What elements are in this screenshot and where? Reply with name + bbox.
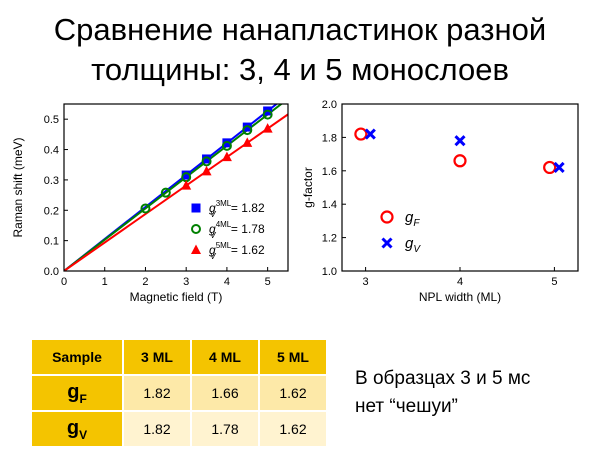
table-cell: 1.62 <box>258 410 328 448</box>
slide-title: Сравнение нанапластинок разной толщины: … <box>0 10 600 90</box>
note-line-1: В образцах 3 и 5 мс <box>355 368 531 389</box>
y-tick-label: 0.1 <box>44 236 59 248</box>
x-tick-label: 1 <box>102 276 108 288</box>
data-point <box>201 156 212 167</box>
table-header-row: Sample 3 ML 4 ML 5 ML <box>30 338 328 376</box>
data-point <box>262 109 273 120</box>
table-cell: 1.82 <box>122 410 192 448</box>
y-tick-label: 0.2 <box>44 205 59 217</box>
legend-marker <box>191 224 201 234</box>
data-point <box>221 151 232 162</box>
table-cell: 1.82 <box>122 374 192 412</box>
table-header-cell: Sample <box>30 338 124 376</box>
chart-legend: gF gV <box>380 209 421 255</box>
row-label-sub: V <box>79 427 88 442</box>
data-point <box>262 123 273 133</box>
table-header-cell: 5 ML <box>258 338 328 376</box>
table-header-cell: 3 ML <box>122 338 192 376</box>
raman-shift-chart: 0 1 2 3 4 5 0.0 0.1 0.2 0.3 0.4 0.5 Magnetic field (… <box>11 103 289 304</box>
y-tick-label: 2.0 <box>322 99 337 111</box>
series-4ml <box>140 109 273 214</box>
y-axis-label: Raman shift (meV) <box>11 137 25 237</box>
x-tick-label: 4 <box>457 276 463 288</box>
x-axis-label: NPL width (ML) <box>419 290 501 304</box>
x-axis-label: Magnetic field (T) <box>130 290 223 304</box>
y-tick-label: 0.4 <box>44 145 59 157</box>
data-point <box>160 187 171 198</box>
data-point <box>543 160 557 175</box>
legend-marker <box>381 237 393 249</box>
table-header-cell: 4 ML <box>190 338 260 376</box>
title-line-1: Сравнение нанапластинок разной <box>53 12 547 47</box>
x-tick-label: 0 <box>61 276 67 288</box>
data-point <box>454 135 466 147</box>
x-tick-label: 3 <box>183 276 189 288</box>
x-tick-label: 5 <box>551 276 557 288</box>
data-point <box>181 180 192 190</box>
series-5ml <box>181 123 273 190</box>
title-line-2: толщины: 3, 4 и 5 монослоев <box>91 52 509 87</box>
row-label-gv: gV <box>30 410 124 448</box>
data-point <box>201 165 212 176</box>
table-row: gF 1.82 1.66 1.62 <box>30 374 328 412</box>
plot-frame <box>341 103 579 272</box>
y-tick-label: 1.4 <box>322 199 337 211</box>
g-factor-chart: 3 4 5 1.0 1.2 1.4 1.6 1.8 2.0 NPL width (ML) g-fac… <box>301 99 579 304</box>
series-gv <box>364 128 565 174</box>
legend-label: gF <box>405 209 420 229</box>
legend-label: gV <box>405 235 421 255</box>
data-point <box>553 161 565 174</box>
x-tick-label: 2 <box>142 276 148 288</box>
legend-marker <box>380 210 394 224</box>
data-point <box>242 125 253 136</box>
data-point <box>364 128 376 140</box>
data-point <box>354 127 368 141</box>
slide-note: В образцах 3 и 5 мс нет “чешуи” <box>355 365 530 421</box>
fit-line-5ml <box>64 113 288 271</box>
data-point <box>453 154 467 168</box>
y-axis-label: g-factor <box>301 167 315 208</box>
row-label-gf: gF <box>30 374 124 412</box>
x-tick-label: 4 <box>224 276 230 288</box>
data-point <box>181 170 191 180</box>
x-tick-label: 3 <box>363 276 369 288</box>
data-point <box>140 203 151 214</box>
row-label-main: g <box>66 416 80 439</box>
series-gf <box>354 127 557 175</box>
data-point <box>202 154 212 164</box>
y-tick-label: 1.0 <box>322 266 337 278</box>
table-cell: 1.78 <box>190 410 260 448</box>
legend-label: g3ML V = 1.82 <box>209 199 265 219</box>
legend-marker <box>191 203 201 213</box>
row-label-sub: F <box>79 391 87 406</box>
data-point <box>221 140 232 151</box>
table-cell: 1.62 <box>258 374 328 412</box>
legend-label: g4ML V = 1.78 <box>209 220 265 240</box>
note-line-2: нет “чешуи” <box>355 396 458 417</box>
g-factor-table: Sample 3 ML 4 ML 5 ML gF 1.82 1.66 1.62 … <box>30 338 328 448</box>
row-label-main: g <box>67 380 80 403</box>
y-tick-label: 1.6 <box>322 166 337 178</box>
data-point <box>242 137 253 147</box>
y-tick-label: 0.0 <box>44 266 59 278</box>
y-tick-label: 0.3 <box>44 175 59 187</box>
x-tick-label: 5 <box>265 276 271 288</box>
y-tick-label: 1.8 <box>322 132 337 144</box>
legend-marker <box>191 244 201 254</box>
y-tick-label: 0.5 <box>44 114 59 126</box>
table-cell: 1.66 <box>190 374 260 412</box>
legend-label: g5ML V = 1.62 <box>209 241 265 261</box>
y-tick-label: 1.2 <box>322 233 337 245</box>
plot-frame <box>63 103 289 272</box>
table-row: gV 1.82 1.78 1.62 <box>30 410 328 448</box>
